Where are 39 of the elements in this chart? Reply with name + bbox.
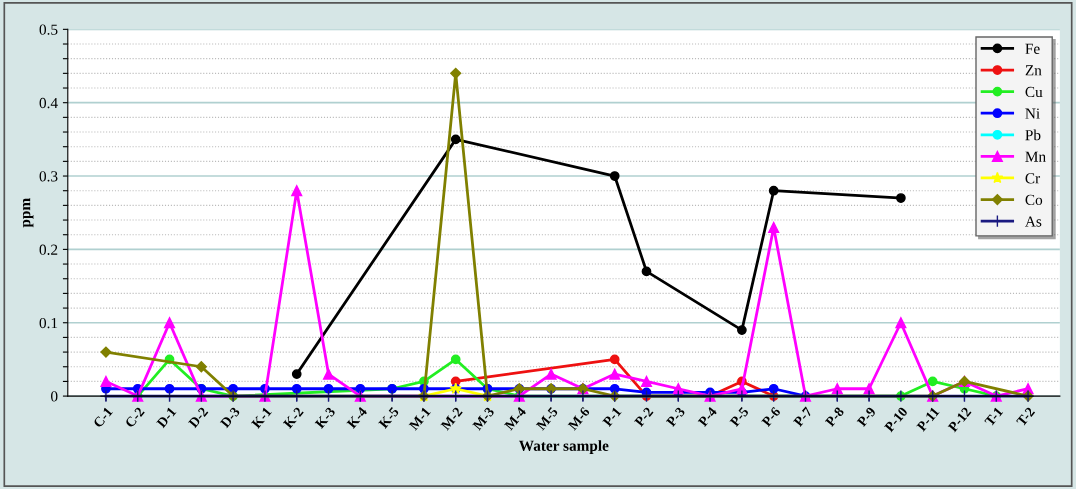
legend-label: Co [1025,194,1043,206]
y-tick-label: 0.5 [39,24,58,35]
x-tick-label: P-2 [634,406,654,428]
x-tick-label: K-2 [282,406,304,429]
x-tick-label: D-1 [156,406,177,429]
x-tick-label: P-4 [697,406,718,428]
x-tick-label: D-2 [187,406,209,429]
y-tick-label: 0 [51,391,58,402]
x-tick-label: P-6 [761,406,781,428]
x-tick-label: P-3 [665,406,686,428]
y-tick-label: 0.4 [39,97,58,109]
legend-label: Pb [1025,129,1041,141]
legend-label: Cu [1025,86,1043,98]
x-tick-label: P-7 [793,406,813,428]
y-tick-label: 0.1 [39,317,58,329]
y-tick-label: 0.2 [39,244,58,255]
x-tick-label: T-2 [1015,406,1036,427]
y-axis-title: ppm [22,198,34,228]
x-tick-label: P-9 [856,406,877,428]
x-axis-title: Water sample [518,440,609,454]
legend-label: Fe [1025,43,1040,54]
x-tick-label: P-1 [602,406,622,428]
legend-label: Cr [1025,173,1041,184]
x-tick-label: P-8 [824,406,845,428]
x-tick-label: P-5 [729,406,750,428]
x-tick-label: C-2 [124,406,145,429]
x-tick-label: M-1 [408,406,431,431]
x-tick-label: T-1 [984,406,1004,427]
legend-label: Ni [1025,108,1040,119]
x-tick-label: D-3 [219,406,241,429]
x-tick-label: K-3 [314,406,336,430]
legend-label: As [1025,216,1042,227]
legend-label: Mn [1025,151,1046,162]
y-tick-label: 0.3 [39,171,58,182]
x-tick-label: K-1 [251,406,272,429]
x-tick-label: K-5 [378,406,400,430]
legend-label: Zn [1025,65,1042,76]
x-tick-label: K-4 [346,406,368,429]
x-tick-label: C-1 [92,406,113,429]
